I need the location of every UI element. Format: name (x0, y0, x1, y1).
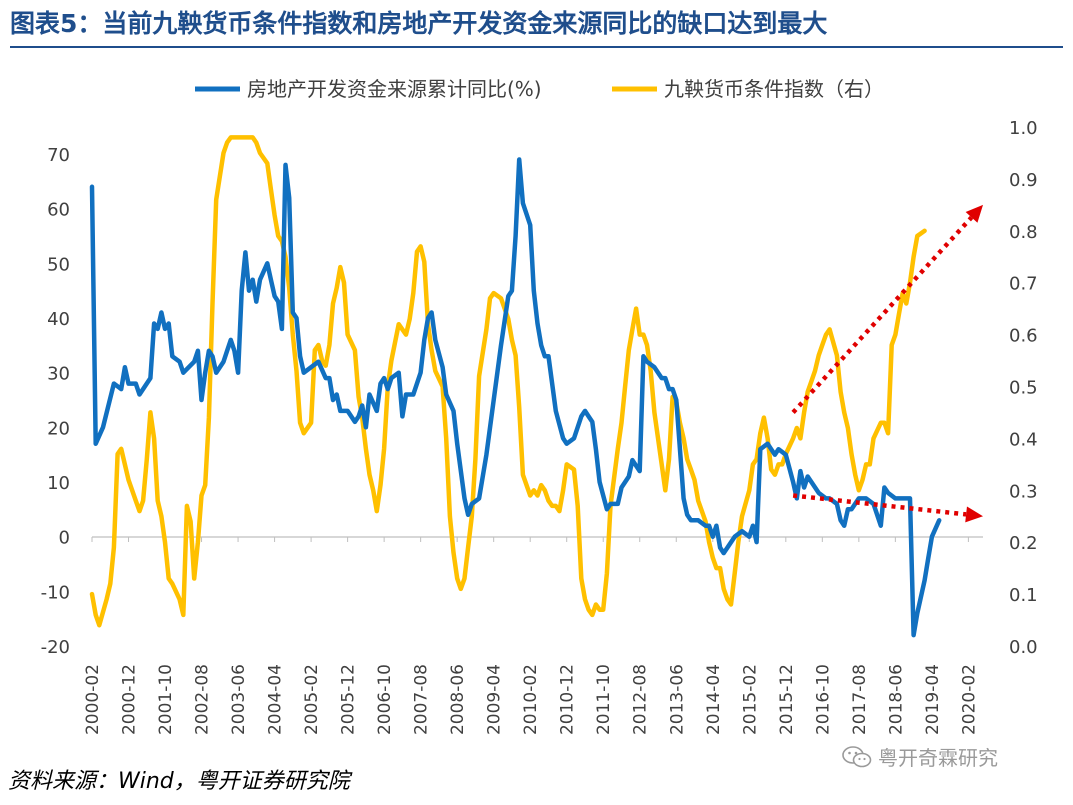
y-right-tick-label: 0.5 (1009, 378, 1038, 399)
x-tick-label: 2011-10 (594, 664, 614, 735)
legend: 房地产开发资金来源累计同比(%) 九鞅货币条件指数（右） (195, 77, 884, 101)
y-left-tick-label: 0 (59, 528, 70, 549)
y-right-tick-label: 0.6 (1009, 326, 1038, 347)
x-tick-label: 2016-10 (813, 664, 833, 735)
x-tick-label: 2015-12 (777, 664, 797, 735)
y-right-tick-label: 0.8 (1009, 222, 1038, 243)
y-left-tick-label: 60 (47, 200, 70, 221)
series-line-real-estate-funding (89, 157, 942, 638)
x-tick-label: 2008-06 (448, 664, 468, 735)
series-line-monetary-index (89, 135, 927, 628)
x-tick-label: 2004-04 (266, 664, 286, 735)
legend-label-orange: 九鞅货币条件指数（右） (664, 77, 884, 101)
x-tick-label: 2001-10 (156, 664, 176, 735)
y-right-tick-label: 1.0 (1009, 118, 1038, 139)
series-lines (89, 135, 942, 638)
x-tick-label: 2000-02 (83, 664, 103, 735)
y-left-tick-label: 20 (47, 418, 70, 439)
x-tick-label: 2015-02 (740, 664, 760, 735)
x-tick-label: 2010-02 (521, 664, 541, 735)
trend-arrow-line (791, 215, 974, 414)
y-left-tick-label: 30 (47, 364, 70, 385)
source-note: 资料来源：Wind，粤开证券研究院 (8, 769, 350, 794)
x-tick-label: 2018-06 (886, 664, 906, 735)
x-tick-label: 2005-02 (302, 664, 322, 735)
x-tick-label: 2007-08 (412, 664, 432, 735)
y-left-tick-label: 10 (47, 473, 70, 494)
y-left-tick-label: 50 (47, 254, 70, 275)
y-right-tick-label: 0.1 (1009, 585, 1038, 606)
y-right-tick-label: 0.3 (1009, 481, 1038, 502)
x-tick-label: 2010-12 (558, 664, 578, 735)
y-right-tick-label: 0.4 (1009, 429, 1038, 450)
y-left-tick-label: 70 (47, 145, 70, 166)
x-tick-label: 2009-04 (485, 664, 505, 735)
x-tick-label: 2005-12 (339, 664, 359, 735)
y-right-tick-label: 0.2 (1009, 533, 1038, 554)
x-tick-label: 2002-08 (193, 664, 213, 735)
x-tick-label: 2012-08 (631, 664, 651, 735)
title-rule (10, 46, 1063, 48)
x-tick-label: 2020-02 (959, 664, 979, 735)
x-tick-label: 2000-12 (120, 664, 140, 735)
y-right-tick-label: 0.0 (1009, 637, 1038, 658)
y-left-tick-label: 40 (47, 309, 70, 330)
trend-arrows (791, 204, 983, 523)
x-tick-label: 2003-06 (229, 664, 249, 735)
x-tick-label: 2019-04 (923, 664, 943, 735)
watermark-text: 粤开奇霖研究 (878, 746, 998, 770)
x-tick-label: 2006-10 (375, 664, 395, 735)
wechat-icon (842, 745, 872, 774)
x-tick-label: 2017-08 (850, 664, 870, 735)
chart-title: 图表5：当前九鞅货币条件指数和房地产开发资金来源同比的缺口达到最大 (10, 9, 828, 38)
trend-arrow-head (965, 204, 983, 223)
y-right-tick-label: 0.9 (1009, 170, 1038, 191)
trend-arrow-line (792, 493, 967, 517)
x-tick-label: 2013-06 (667, 664, 687, 735)
x-tick-label: 2014-04 (704, 664, 724, 735)
watermark: 粤开奇霖研究 (842, 742, 998, 774)
y-right-tick-label: 0.7 (1009, 274, 1038, 295)
legend-label-blue: 房地产开发资金来源累计同比(%) (247, 77, 542, 101)
trend-arrow-head (965, 506, 983, 523)
y-left-tick-label: -20 (41, 637, 70, 658)
y-left-tick-label: -10 (41, 582, 70, 603)
axes: -20 -10 0 10 20 30 40 50 60 70 0.0 0.1 0.2 0.3 0.4 0.5 0… (41, 118, 1038, 735)
